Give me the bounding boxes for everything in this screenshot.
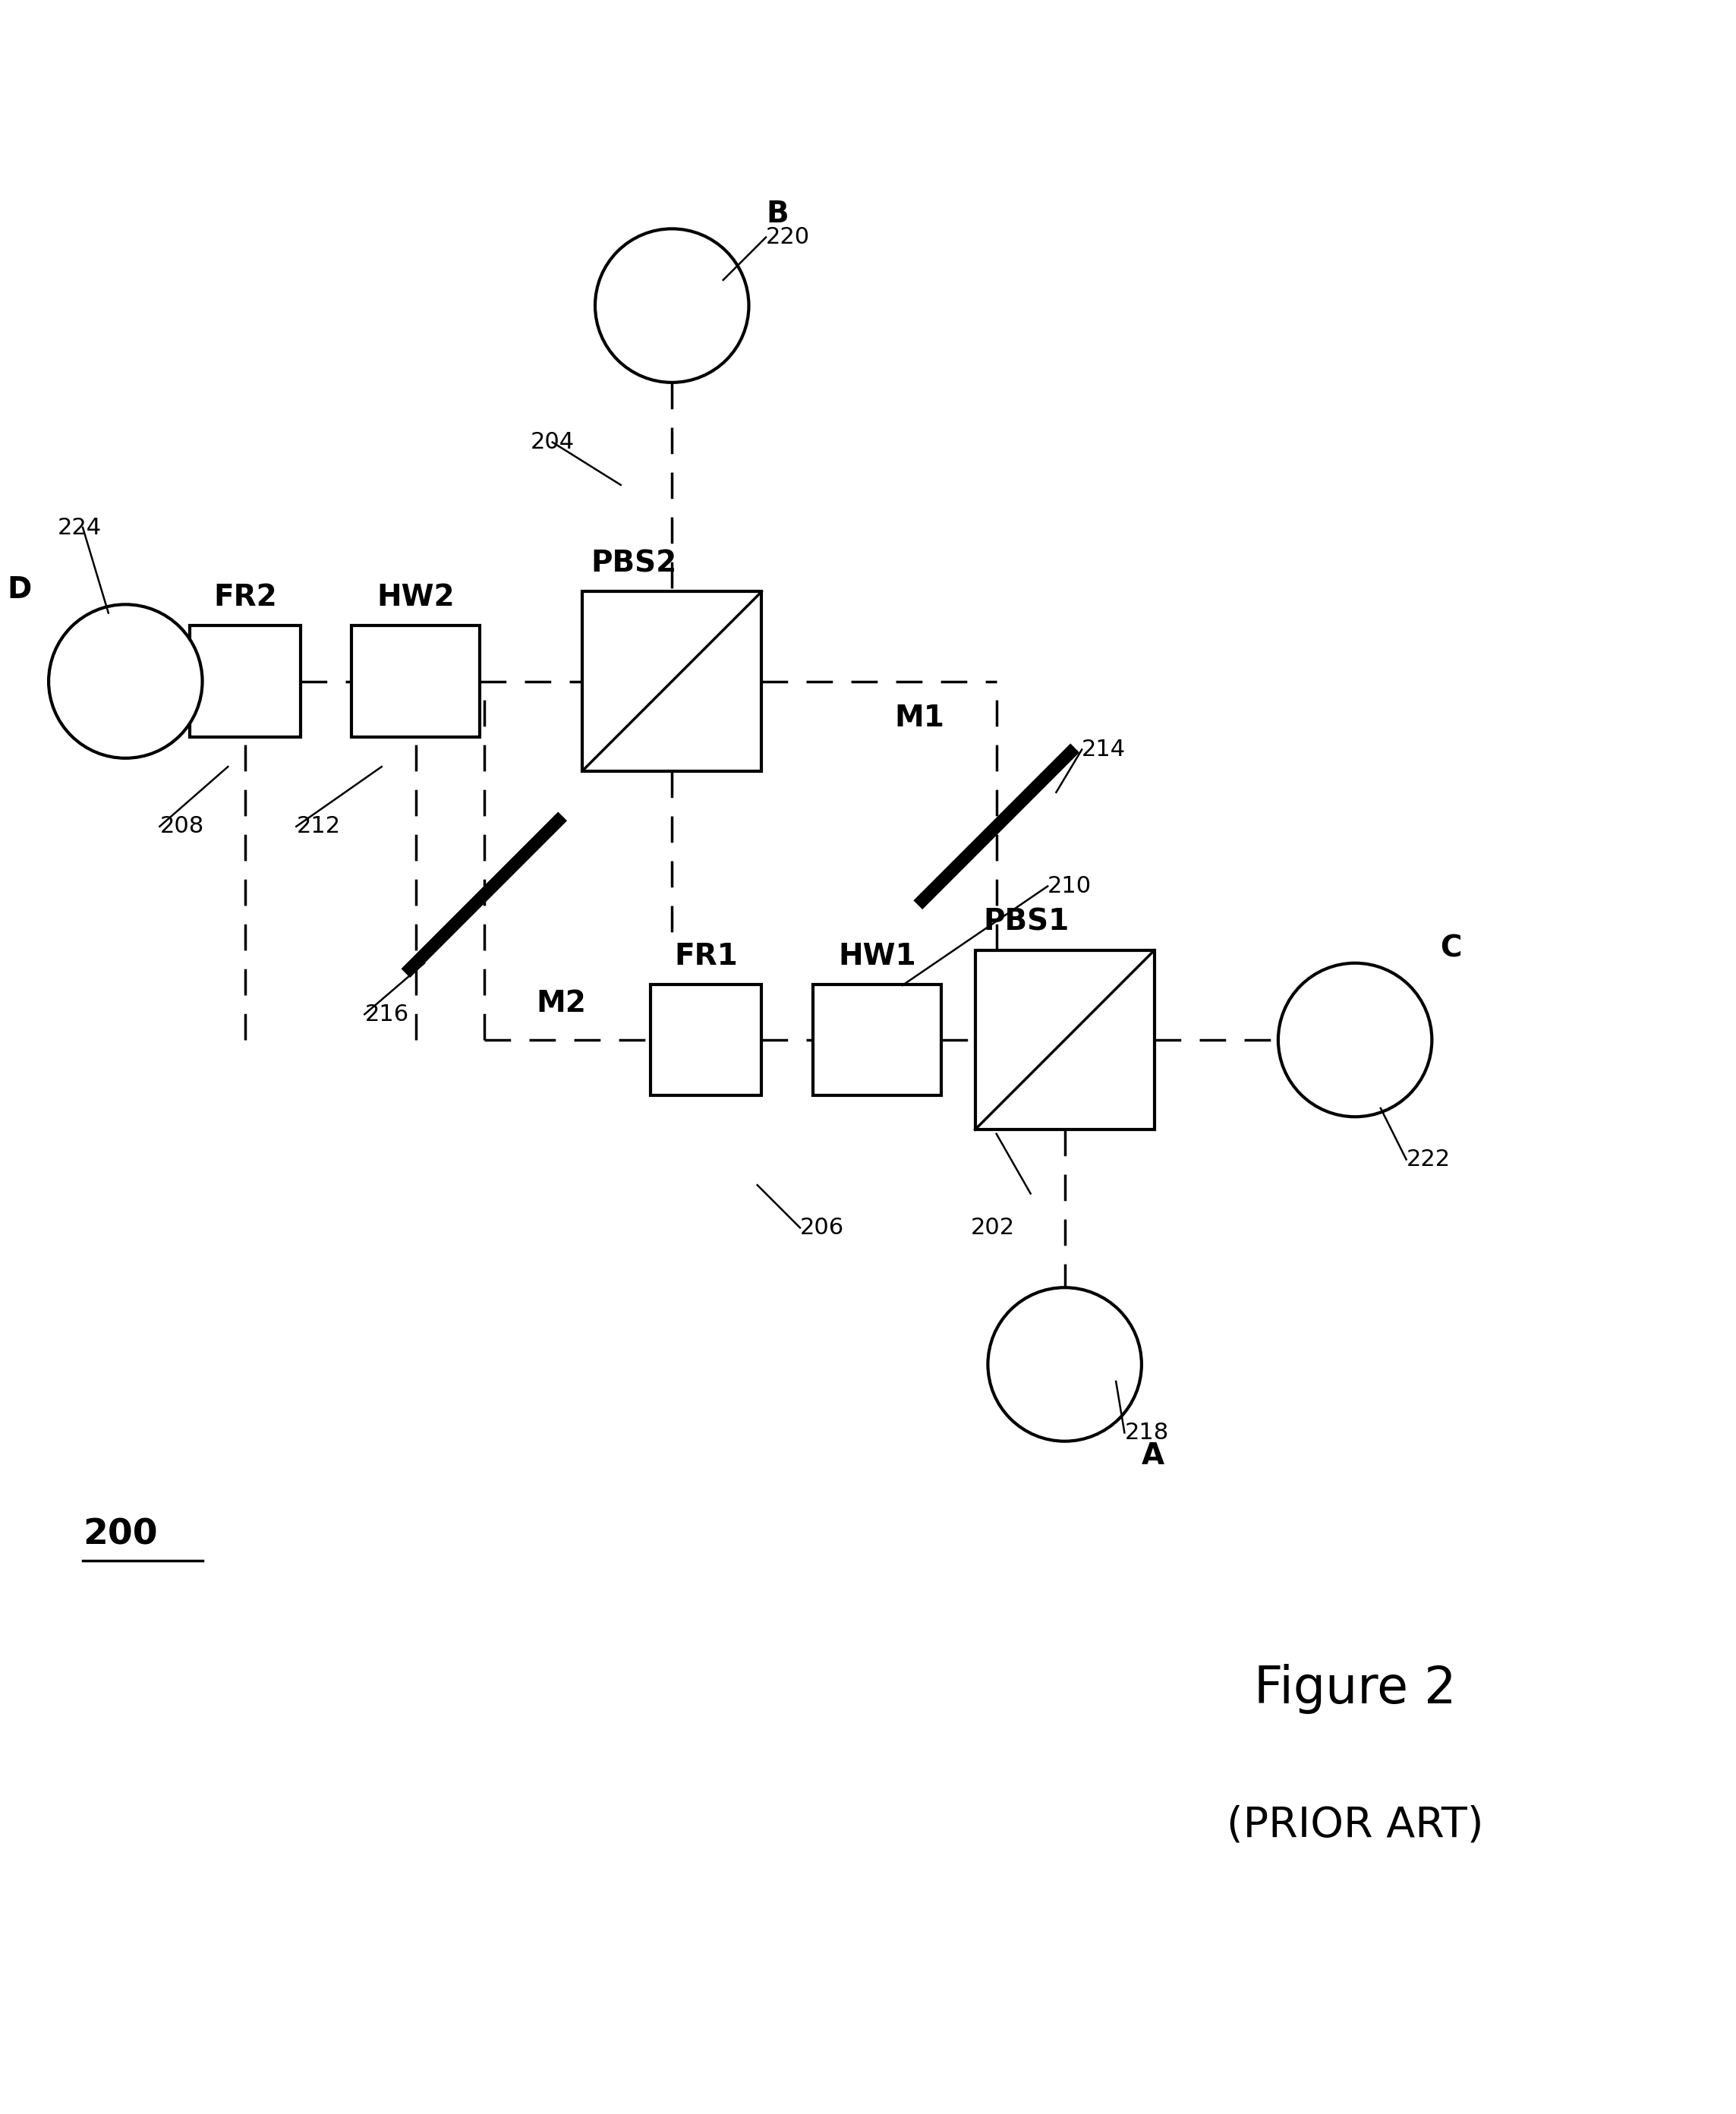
Text: M2: M2 — [536, 989, 587, 1017]
Bar — [812, 985, 941, 1095]
Text: Figure 2: Figure 2 — [1253, 1664, 1457, 1714]
Text: HW2: HW2 — [377, 583, 455, 613]
Text: 218: 218 — [1125, 1423, 1168, 1444]
Text: 224: 224 — [57, 516, 101, 539]
Circle shape — [595, 228, 748, 383]
Text: 208: 208 — [160, 816, 203, 837]
Text: 202: 202 — [970, 1218, 1016, 1239]
Text: 214: 214 — [1082, 738, 1127, 761]
Bar — [352, 626, 479, 738]
Text: 220: 220 — [766, 226, 811, 247]
Circle shape — [1278, 964, 1432, 1116]
Text: 212: 212 — [297, 816, 340, 837]
Text: FR1: FR1 — [674, 943, 738, 970]
Text: 200: 200 — [83, 1518, 158, 1552]
Text: 216: 216 — [365, 1004, 408, 1025]
Text: B: B — [766, 201, 788, 228]
Text: M1: M1 — [894, 704, 944, 734]
Text: 204: 204 — [531, 431, 575, 452]
Bar — [189, 626, 300, 738]
Text: D: D — [7, 575, 31, 605]
Text: PBS2: PBS2 — [590, 550, 677, 577]
Text: (PRIOR ART): (PRIOR ART) — [1227, 1805, 1484, 1846]
Text: 222: 222 — [1406, 1148, 1450, 1171]
Circle shape — [49, 605, 203, 759]
Text: C: C — [1441, 934, 1462, 964]
Text: PBS1: PBS1 — [984, 907, 1069, 937]
Text: FR2: FR2 — [214, 583, 276, 613]
Text: 210: 210 — [1047, 875, 1092, 896]
Bar — [651, 985, 762, 1095]
Text: 206: 206 — [800, 1218, 844, 1239]
Bar — [976, 951, 1154, 1129]
Text: A: A — [1142, 1442, 1165, 1469]
Text: HW1: HW1 — [838, 943, 917, 970]
Circle shape — [988, 1287, 1142, 1442]
Bar — [582, 592, 762, 772]
